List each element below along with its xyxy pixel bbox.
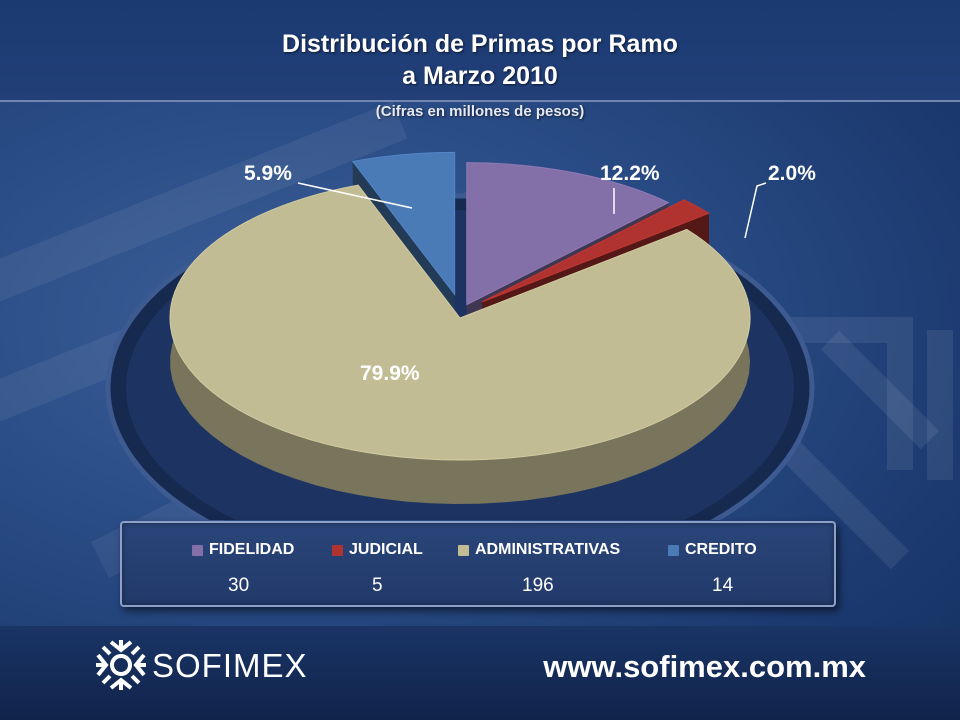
pie-label-judicial: 2.0% [768,162,816,185]
legend-label-administrativas: ADMINISTRATIVAS [475,541,621,558]
pie-label-administrativas: 79.9% [360,362,420,385]
legend-table: FIDELIDAD JUDICIAL ADMINISTRATIVAS CREDI… [120,521,836,607]
legend-value-credito: 14 [712,575,734,596]
legend-item-fidelidad: FIDELIDAD [192,541,294,559]
legend-label-credito: CREDITO [685,541,757,558]
legend-swatch-fidelidad [192,544,203,556]
legend-value-judicial: 5 [372,575,383,596]
legend-item-credito: CREDITO [668,541,757,559]
website-link[interactable]: www.sofimex.com.mx [543,649,866,684]
legend-swatch-judicial [332,544,343,556]
pie-label-fidelidad: 12.2% [600,162,660,185]
pie-top-administrativas [169,184,751,461]
legend-item-administrativas: ADMINISTRATIVAS [458,541,620,559]
sofimex-logo-icon [96,640,146,690]
pie-label-credito: 5.9% [244,162,292,185]
pie-slice-administrativas [169,184,751,504]
legend-label-fidelidad: FIDELIDAD [209,541,295,558]
leader-line-judicial [744,182,767,239]
title-band [0,0,960,102]
pie-chart: 12.2% 2.0% 79.9% 5.9% [105,151,816,520]
pie-top-judicial [481,199,711,303]
pie-top-credito [351,151,456,296]
brand-name: SOFIMEX [152,647,308,684]
chart-title-line1: Distribución de Primas por Ramo [282,30,678,58]
legend-item-judicial: JUDICIAL [332,541,423,559]
chart-subtitle: (Cifras en millones de pesos) [375,103,585,120]
legend-swatch-credito [668,544,679,556]
chart-title-line2: a Marzo 2010 [402,62,558,90]
leader-line-credito [297,182,413,209]
pie-top-fidelidad [466,162,670,306]
legend-value-fidelidad: 30 [228,575,250,596]
legend-value-administrativas: 196 [522,575,554,596]
legend-swatch-administrativas [458,544,469,556]
legend-label-judicial: JUDICIAL [349,541,423,558]
footer-band [0,626,960,720]
